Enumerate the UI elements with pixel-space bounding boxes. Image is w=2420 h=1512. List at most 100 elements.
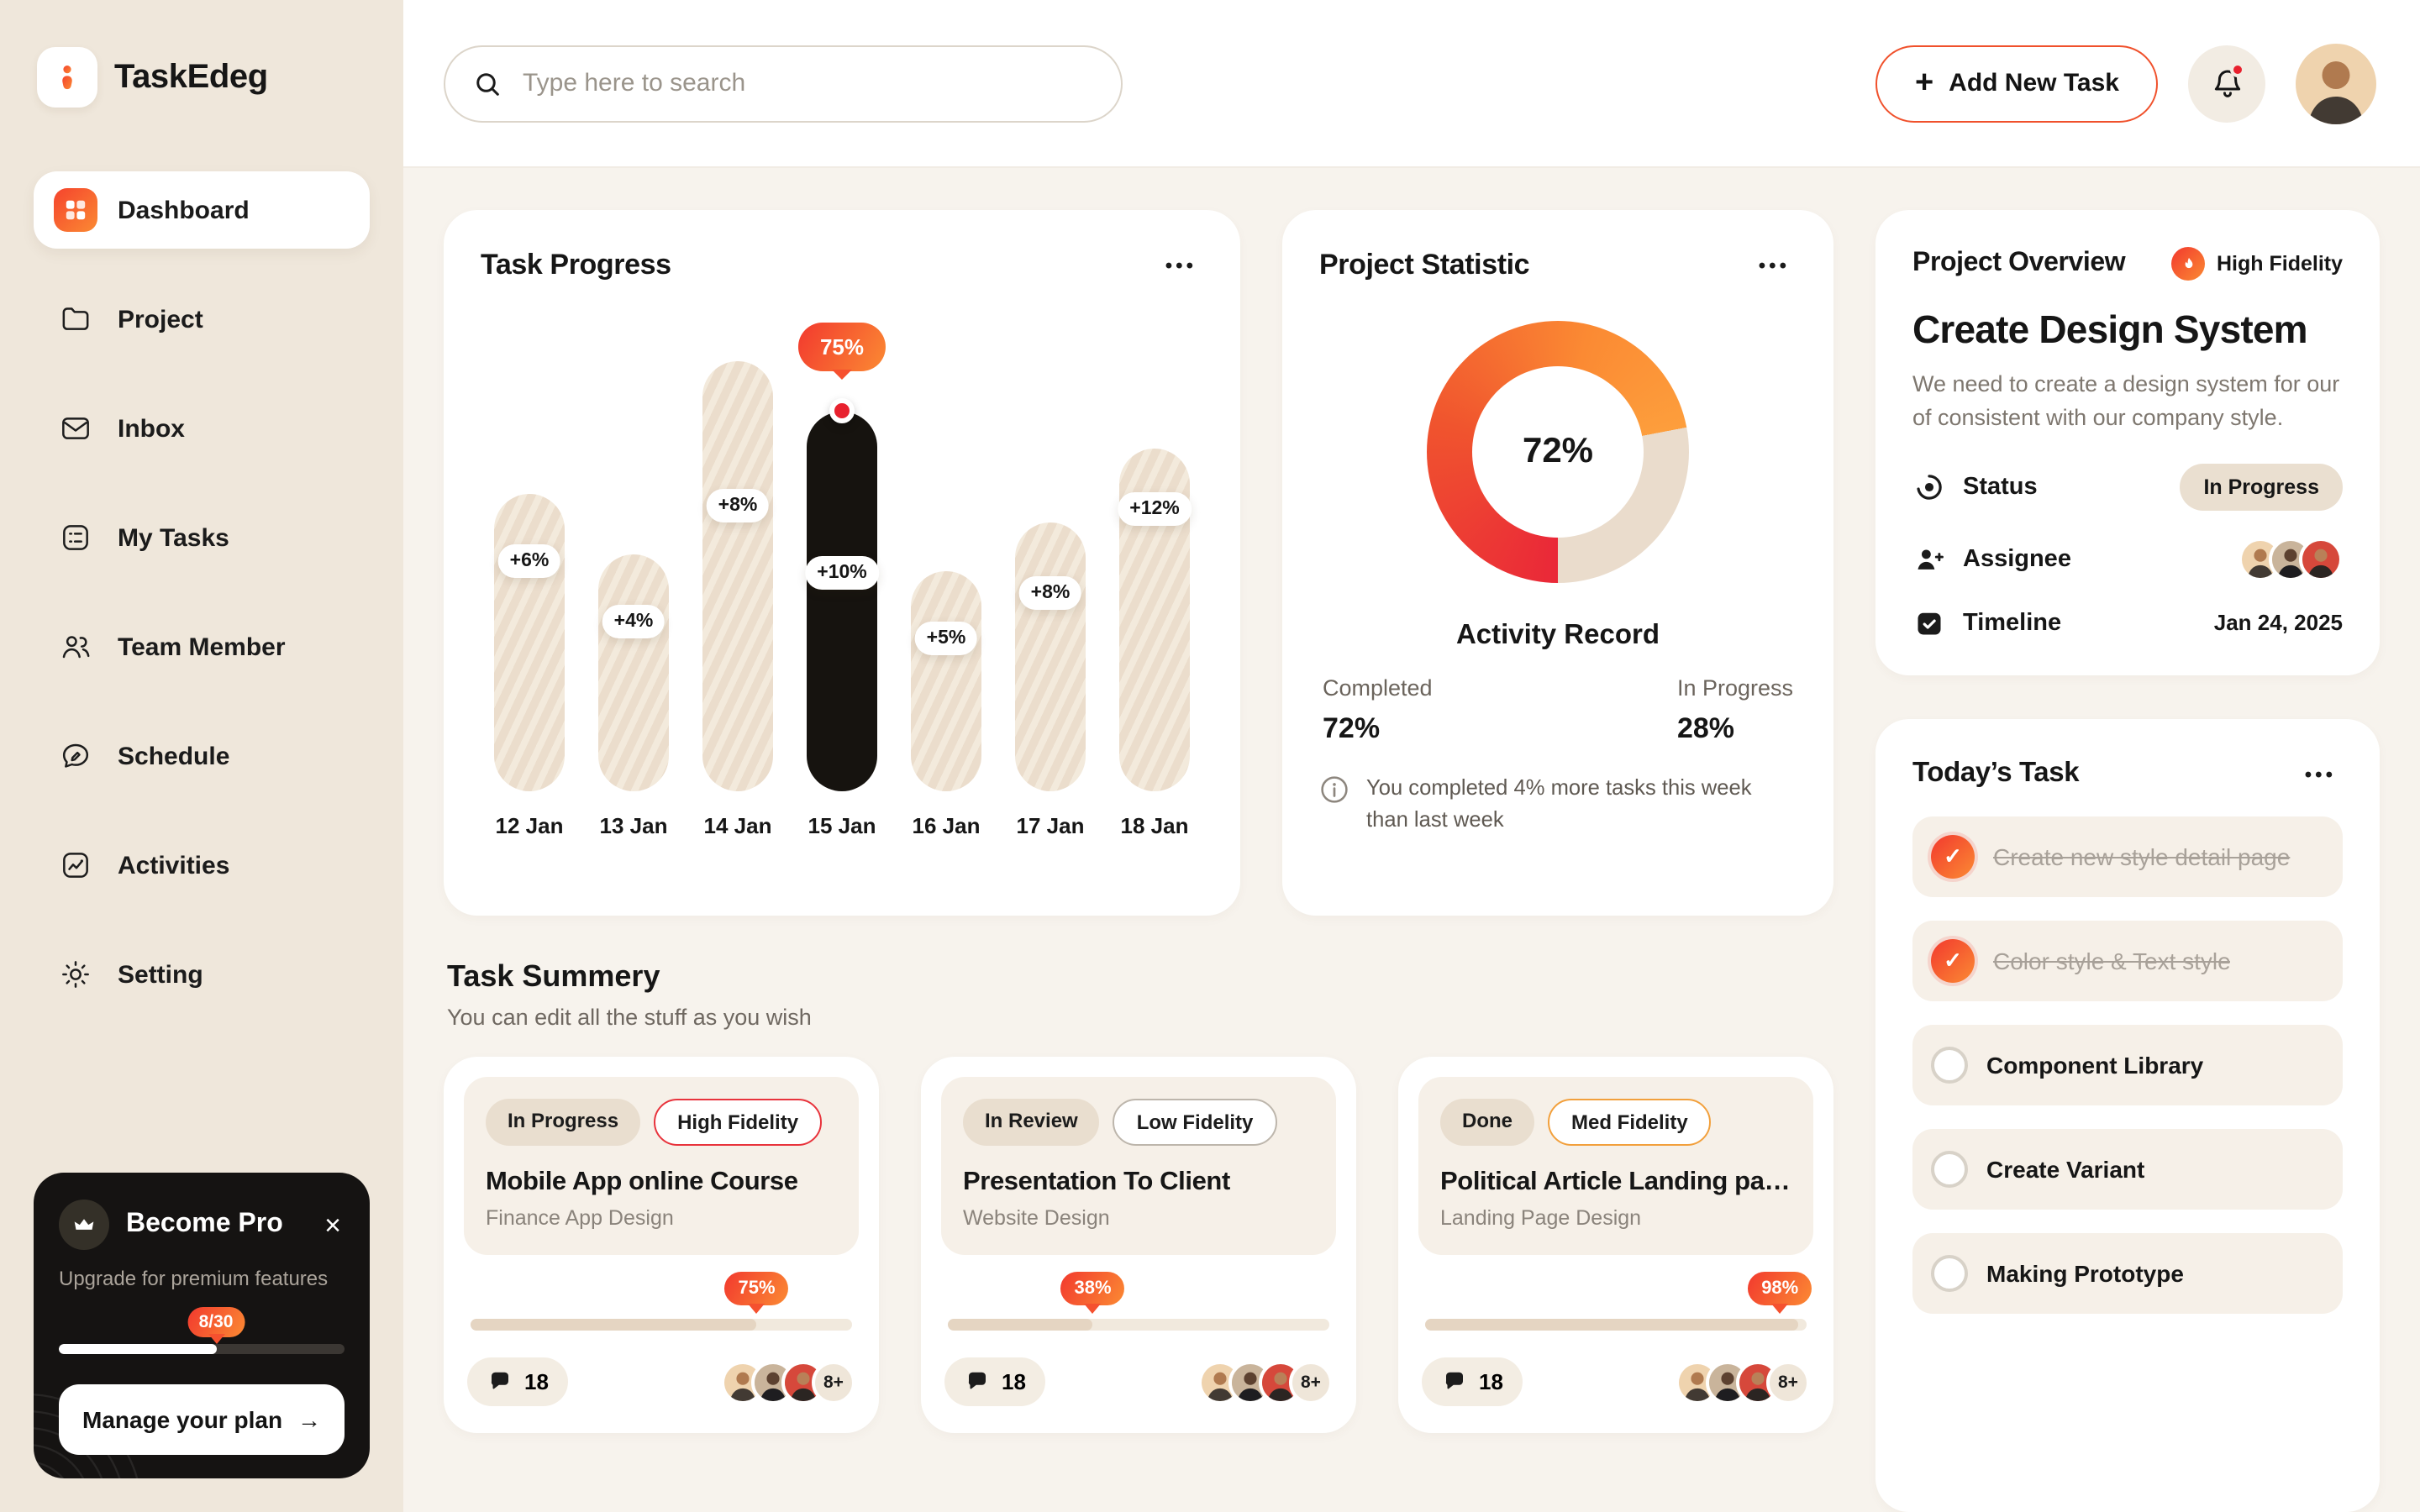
bar-highlight-tooltip: 75% [797, 323, 886, 372]
calendar-check-icon [1912, 607, 1946, 638]
dashboard-content: Task Progress ••• +6% 12 Jan +4% 13 Jan +8% 1… [403, 168, 2420, 1512]
bar-highlighted[interactable]: +10% 75% [797, 323, 886, 791]
add-task-label: Add New Task [1949, 69, 2119, 97]
avatar [2299, 537, 2343, 580]
sidebar-item-team-member[interactable]: Team Member [34, 608, 370, 685]
timeline-label: Timeline [1963, 609, 2062, 636]
bar-category-label: 13 Jan [599, 813, 668, 838]
status-badge: In Progress [486, 1099, 641, 1146]
comments-button[interactable]: 18 [1422, 1357, 1523, 1406]
task-summary-header: Task Summery You can edit all the stuff … [444, 959, 1833, 1030]
more-options-icon[interactable]: ••• [1159, 247, 1203, 284]
search-input[interactable] [519, 67, 1094, 99]
task-checkbox[interactable] [1931, 1150, 1968, 1187]
close-icon[interactable]: × [321, 1207, 345, 1242]
bar-delta-badge: +8% [1018, 575, 1082, 610]
status-icon [1912, 471, 1946, 501]
manage-plan-button[interactable]: Manage your plan → [59, 1384, 345, 1455]
bar-category-label: 12 Jan [495, 813, 564, 838]
todays-task-item[interactable]: ✓ Create new style detail page [1912, 816, 2343, 896]
avatar-stack [721, 1360, 825, 1404]
comment-icon [968, 1372, 986, 1389]
sidebar: TaskEdeg Dashboard Project Inbox My Task… [0, 0, 403, 1512]
todays-task-card: Today’s Task ••• ✓ Create new style detai… [1876, 718, 2380, 1512]
bar-highlight-dot [829, 398, 855, 424]
bar-category-label: 16 Jan [912, 813, 981, 838]
task-label: Color style & Text style [1993, 947, 2231, 974]
task-progress-bar: 38% [948, 1272, 1329, 1331]
add-new-task-button[interactable]: + Add New Task [1876, 45, 2158, 122]
dashboard-icon [54, 188, 97, 232]
task-done-badge[interactable]: ✓ [1931, 938, 1975, 982]
progress-badge: 38% [1060, 1272, 1125, 1305]
search-icon [476, 72, 499, 95]
comments-button[interactable]: 18 [944, 1357, 1046, 1406]
progress-fill [1425, 1319, 1799, 1331]
flame-icon [2171, 247, 2205, 281]
search-box[interactable] [444, 45, 1123, 122]
tasks-icon [54, 516, 97, 559]
bar[interactable]: +8% [702, 361, 773, 791]
bar[interactable]: +8% [1015, 522, 1086, 791]
comment-count: 18 [524, 1369, 549, 1394]
bar[interactable]: +6% [494, 494, 565, 791]
sidebar-item-label: My Tasks [118, 523, 229, 552]
task-card[interactable]: In Progress High Fidelity Mobile App onl… [444, 1057, 879, 1433]
task-label: Component Library [1986, 1051, 2204, 1078]
avatar-stack [1676, 1360, 1780, 1404]
task-progress-bar: 75% [471, 1272, 852, 1331]
folder-icon [54, 297, 97, 341]
sidebar-item-label: Inbox [118, 414, 185, 443]
sidebar-item-label: Setting [118, 960, 203, 989]
bar[interactable]: +12% [1118, 449, 1192, 791]
bar[interactable]: +5% [911, 571, 981, 791]
sidebar-item-schedule[interactable]: Schedule [34, 717, 370, 795]
sidebar-item-label: Activities [118, 851, 230, 879]
task-checkbox[interactable] [1931, 1046, 1968, 1083]
status-badge: Done [1440, 1099, 1534, 1146]
assignee-icon [1912, 543, 1946, 574]
bar-column: +5% 16 Jan [901, 334, 992, 838]
task-label: Create new style detail page [1993, 843, 2291, 869]
todays-task-item[interactable]: Component Library [1912, 1024, 2343, 1105]
task-done-badge[interactable]: ✓ [1931, 834, 1975, 878]
bell-icon [2213, 70, 2240, 97]
assignee-label: Assignee [1963, 545, 2071, 572]
todays-task-item[interactable]: Create Variant [1912, 1128, 2343, 1209]
todays-task-item[interactable]: ✓ Color style & Text style [1912, 920, 2343, 1000]
become-pro-card: Become Pro × Upgrade for premium feature… [34, 1173, 370, 1478]
notification-bell[interactable] [2188, 45, 2265, 122]
project-statistic-title: Project Statistic [1319, 249, 1530, 281]
sidebar-item-inbox[interactable]: Inbox [34, 390, 370, 467]
sidebar-item-setting[interactable]: Setting [34, 936, 370, 1013]
task-progress-bar: 98% [1425, 1272, 1812, 1331]
task-summary-title: Task Summery [447, 959, 660, 993]
sidebar-item-my-tasks[interactable]: My Tasks [34, 499, 370, 576]
bar-column: +8% 14 Jan [692, 334, 783, 838]
comments-button[interactable]: 18 [467, 1357, 569, 1406]
more-options-icon[interactable]: ••• [1752, 247, 1797, 284]
in-progress-stat: In Progress 28% [1677, 675, 1793, 746]
timeline-value: Jan 24, 2025 [2213, 610, 2343, 635]
manage-plan-label: Manage your plan [82, 1406, 283, 1433]
sidebar-item-activities[interactable]: Activities [34, 827, 370, 904]
bar-category-label: 17 Jan [1016, 813, 1085, 838]
fidelity-badge: Low Fidelity [1113, 1099, 1277, 1146]
fidelity-label: High Fidelity [2217, 252, 2343, 276]
task-card[interactable]: In Review Low Fidelity Presentation To C… [921, 1057, 1356, 1433]
task-summary-subtitle: You can edit all the stuff as you wish [447, 1005, 812, 1030]
more-options-icon[interactable]: ••• [2298, 755, 2343, 792]
sidebar-item-project[interactable]: Project [34, 281, 370, 358]
task-progress-title: Task Progress [481, 249, 671, 281]
sidebar-item-dashboard[interactable]: Dashboard [34, 171, 370, 249]
completed-value: 72% [1323, 712, 1381, 744]
assignee-avatars: 8+ [1676, 1360, 1810, 1404]
bar[interactable]: +4% [598, 554, 669, 791]
user-avatar[interactable] [2296, 43, 2376, 123]
task-card[interactable]: Done Med Fidelity Political Article Land… [1398, 1057, 1833, 1433]
avatar-stack [1198, 1360, 1302, 1404]
comment-icon [1445, 1372, 1463, 1389]
todays-task-item[interactable]: Making Prototype [1912, 1232, 2343, 1313]
activities-icon [54, 843, 97, 887]
task-checkbox[interactable] [1931, 1254, 1968, 1291]
